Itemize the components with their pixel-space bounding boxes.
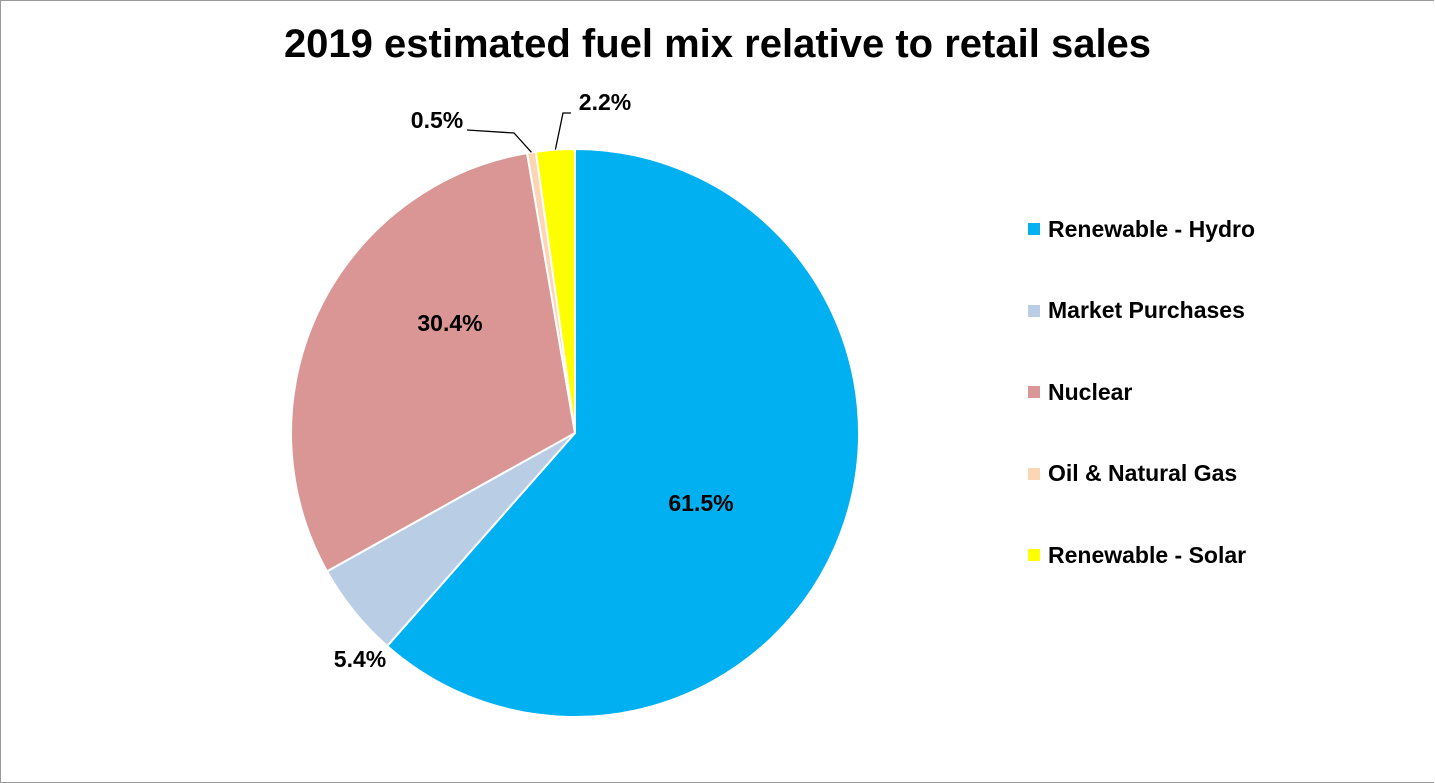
data-label-nuclear: 30.4%	[417, 310, 482, 336]
legend-swatch-hydro	[1028, 223, 1040, 235]
pie-slice-nuclear	[290, 151, 577, 573]
legend-item-oil-gas: Oil & Natural Gas	[1028, 457, 1255, 491]
legend-item-solar: Renewable - Solar	[1028, 538, 1255, 572]
legend-swatch-oil-gas	[1028, 467, 1040, 480]
legend-swatch-market-purchases	[1028, 304, 1040, 317]
leader-line-oil-gas	[466, 129, 532, 153]
legend-swatch-solar	[1028, 549, 1040, 561]
pie-slice-hydro	[385, 147, 860, 718]
legend-label-nuclear: Nuclear	[1048, 378, 1133, 405]
data-label-solar: 2.2%	[579, 89, 631, 115]
legend-swatch-nuclear	[1028, 386, 1040, 398]
legend-item-nuclear: Nuclear	[1028, 375, 1255, 409]
legend: Renewable - Hydro Market Purchases Nucle…	[1028, 212, 1255, 620]
chart-title: 2019 estimated fuel mix relative to reta…	[283, 22, 1152, 66]
data-label-oil-gas: 0.5%	[411, 107, 463, 133]
legend-label-oil-gas: Oil & Natural Gas	[1048, 460, 1238, 486]
legend-label-market-purchases: Market Purchases	[1048, 297, 1245, 323]
data-label-market-purchases: 5.4%	[334, 646, 386, 672]
legend-item-market-purchases: Market Purchases	[1028, 294, 1255, 328]
legend-label-solar: Renewable - Solar	[1048, 541, 1247, 568]
legend-item-hydro: Renewable - Hydro	[1028, 212, 1255, 246]
data-label-hydro: 61.5%	[668, 490, 733, 516]
leader-line-solar	[554, 112, 571, 150]
legend-label-hydro: Renewable - Hydro	[1048, 215, 1256, 242]
